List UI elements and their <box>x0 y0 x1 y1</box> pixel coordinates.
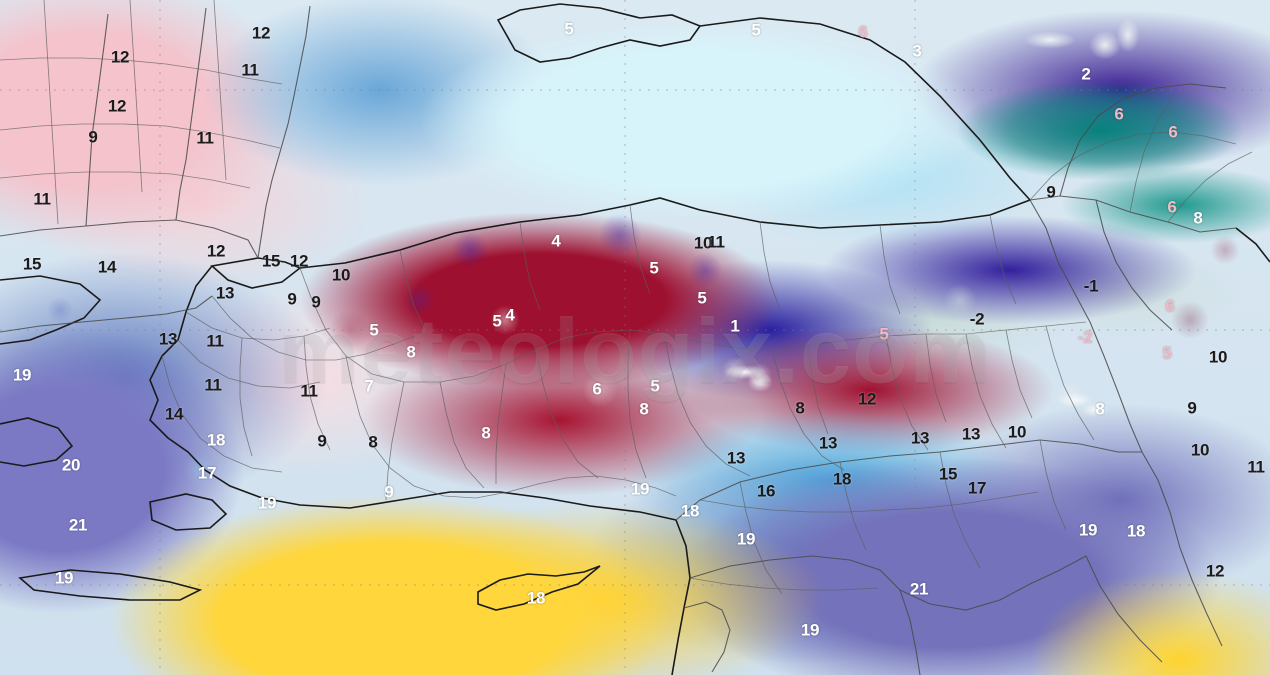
temperature-value-label: 8 <box>795 398 805 418</box>
temperature-value-label: -1 <box>1083 276 1099 296</box>
temperature-value-label: 19 <box>257 493 277 513</box>
temperature-value-label: 13 <box>961 424 981 444</box>
temperature-value-label: 10 <box>1208 347 1228 367</box>
temperature-value-label: 5 <box>492 311 502 331</box>
temperature-value-label: 4 <box>505 305 515 325</box>
temperature-value-label: 13 <box>726 448 746 468</box>
temperature-value-label: 8 <box>639 399 649 419</box>
temperature-value-label: 21 <box>68 515 88 535</box>
temperature-value-label: 11 <box>707 232 725 252</box>
temperature-value-label: 13 <box>910 428 930 448</box>
temperature-value-label: 10 <box>1007 422 1027 442</box>
temperature-value-label: 9 <box>287 289 297 309</box>
temperature-value-label: 18 <box>1126 521 1146 541</box>
temperature-value-label: 16 <box>756 481 776 501</box>
temperature-value-label: 5 <box>564 19 574 39</box>
temperature-value-label: 9 <box>88 127 98 147</box>
temperature-value-label: 5 <box>649 258 659 278</box>
temperature-value-label: 11 <box>241 60 259 80</box>
temperature-value-label: 18 <box>526 588 546 608</box>
temperature-value-label: 12 <box>857 389 877 409</box>
temperature-value-label: 5 <box>879 324 889 344</box>
temperature-value-label: 12 <box>206 241 226 261</box>
temperature-value-label: 6 <box>592 379 602 399</box>
temperature-value-label: 8 <box>406 342 416 362</box>
temperature-value-label: 11 <box>196 128 214 148</box>
temperature-value-label: 17 <box>967 478 987 498</box>
temperature-value-label: 19 <box>12 365 32 385</box>
temperature-value-label: -2 <box>969 309 985 329</box>
temperature-value-label: 9 <box>384 482 394 502</box>
temperature-value-label: 9 <box>1046 182 1056 202</box>
temperature-value-label: 18 <box>680 501 700 521</box>
temperature-value-label: 6 <box>858 22 868 42</box>
province-borders <box>0 0 1252 594</box>
temperature-value-label: 6 <box>1165 296 1175 316</box>
temperature-value-label: 1 <box>730 316 740 336</box>
temperature-value-label: 12 <box>107 96 127 116</box>
temperature-value-label: 5 <box>650 376 660 396</box>
temperature-value-label: 19 <box>800 620 820 640</box>
temperature-value-label: 5 <box>1162 343 1172 363</box>
temperature-value-label: 6 <box>1167 197 1177 217</box>
country-borders <box>0 6 1236 675</box>
temperature-value-label: 11 <box>204 375 222 395</box>
temperature-value-label: 18 <box>206 430 226 450</box>
temperature-value-label: 11 <box>206 331 224 351</box>
temperature-value-label: 7 <box>364 376 374 396</box>
temperature-value-label: 10 <box>1190 440 1210 460</box>
temperature-value-label: 15 <box>938 464 958 484</box>
temperature-value-label: 14 <box>164 404 184 424</box>
temperature-value-label: 9 <box>1187 398 1197 418</box>
temperature-value-label: 20 <box>61 455 81 475</box>
temperature-value-label: 19 <box>630 479 650 499</box>
temperature-value-label: 11 <box>1247 457 1265 477</box>
temperature-value-label: 21 <box>909 579 929 599</box>
temperature-value-label: 17 <box>197 463 217 483</box>
temperature-value-label: 10 <box>693 233 713 253</box>
temperature-value-label: 19 <box>736 529 756 549</box>
temperature-value-label: 5 <box>369 320 379 340</box>
temperature-value-label: -2 <box>1077 327 1093 347</box>
temperature-value-label: 15 <box>22 254 42 274</box>
temperature-value-label: 11 <box>33 189 51 209</box>
temperature-value-label: 12 <box>1205 561 1225 581</box>
temperature-value-label: 12 <box>251 23 271 43</box>
temperature-value-label: 19 <box>1078 520 1098 540</box>
temperature-value-label: 6 <box>1114 104 1124 124</box>
temperature-value-label: 9 <box>311 292 321 312</box>
temperature-value-label: 2 <box>1081 64 1091 84</box>
temperature-value-label: 15 <box>261 251 281 271</box>
temperature-value-label: 8 <box>1193 208 1203 228</box>
temperature-value-label: 4 <box>551 231 561 251</box>
temperature-value-label: 19 <box>54 568 74 588</box>
temperature-value-label: 3 <box>912 41 922 61</box>
temperature-value-label: 9 <box>317 431 327 451</box>
temperature-value-label: 13 <box>158 329 178 349</box>
coastlines <box>0 4 1270 675</box>
temperature-value-label: 13 <box>215 283 235 303</box>
temperature-value-label: 11 <box>300 381 318 401</box>
temperature-value-label: 8 <box>1095 399 1105 419</box>
temperature-value-label: 18 <box>832 469 852 489</box>
temperature-value-label: 6 <box>1168 122 1178 142</box>
temperature-value-label: 5 <box>751 20 761 40</box>
temperature-value-label: 8 <box>368 432 378 452</box>
watermark: meteologix.com <box>277 300 993 403</box>
temperature-value-label: 10 <box>331 265 351 285</box>
temperature-value-label: 13 <box>818 433 838 453</box>
temperature-value-label: 5 <box>697 288 707 308</box>
temperature-value-label: 8 <box>481 423 491 443</box>
temperature-value-label: 14 <box>97 257 117 277</box>
temperature-value-label: 12 <box>289 251 309 271</box>
temperature-value-label: 12 <box>110 47 130 67</box>
